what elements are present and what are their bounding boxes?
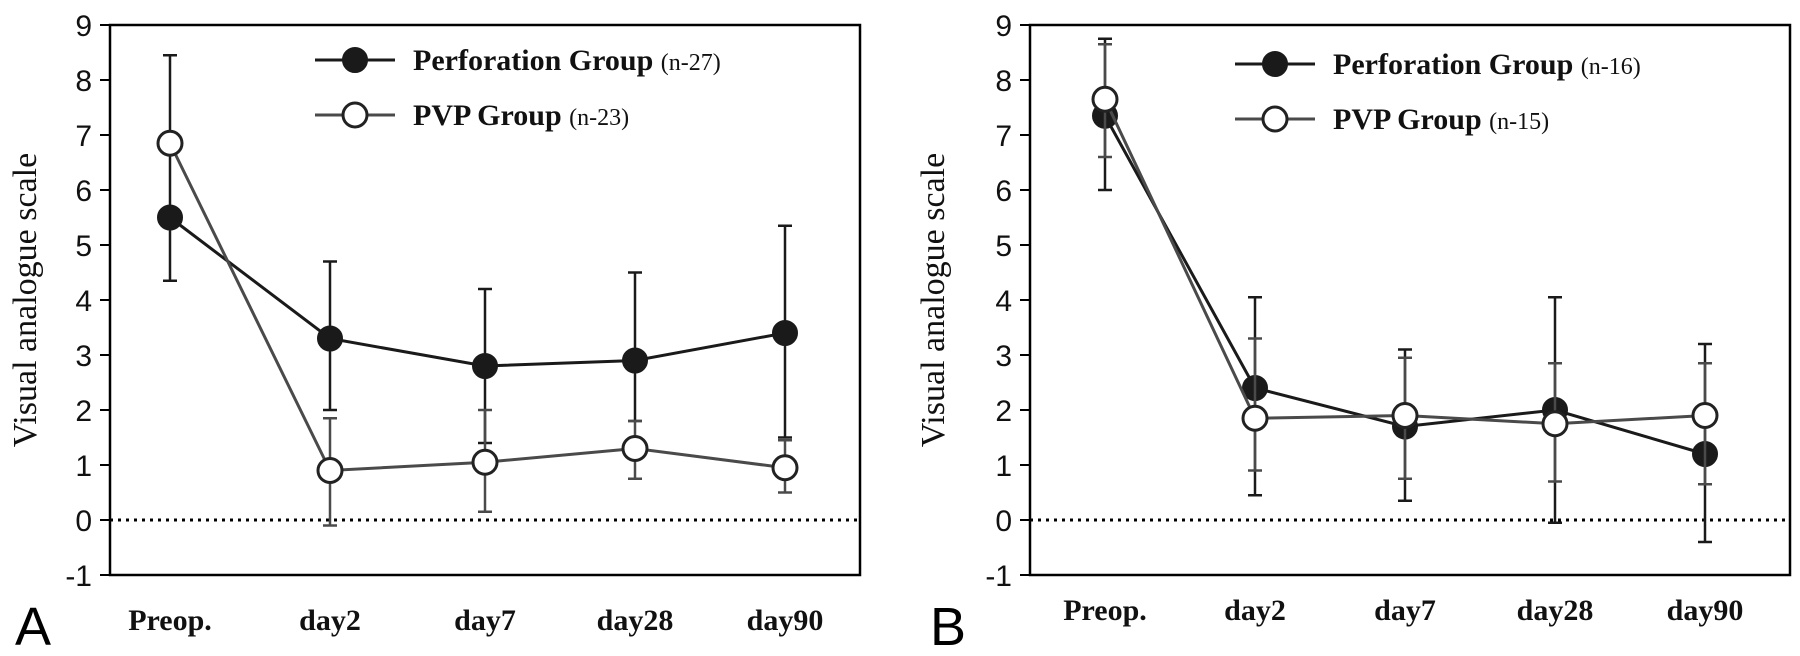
legend-marker [1262,51,1288,77]
chart-panel-a: -1 0 1 2 3 4 5 6 7 8 9 Visual analogue scale Preop. d… [7,10,862,656]
data-point [1091,85,1119,113]
series-pvp-group [1091,43,1719,486]
y-tick-label: 1 [995,450,1012,483]
y-tick-label: 4 [995,285,1012,318]
y-tick-label: 5 [995,230,1012,263]
y-tick-label: 4 [75,285,92,318]
data-point [316,457,344,484]
data-point [771,454,799,482]
x-tick-label: day90 [1667,594,1744,627]
panel-label: A [15,597,51,656]
y-tick-label: 6 [75,175,92,208]
legend-series-name: PVP Group [1333,103,1489,136]
y-tick-label: -1 [65,560,92,593]
legend-series-n: (n-27) [661,50,721,76]
series-line [169,216,786,368]
y-tick-label: 2 [995,395,1012,428]
series-line [168,142,786,473]
legend-marker [341,101,369,129]
data-point [317,325,343,352]
x-tick-label: day2 [1224,594,1286,627]
y-tick-label: 1 [75,450,92,483]
x-tick-label: day28 [597,604,674,637]
y-axis-label: Visual analogue scale [915,153,952,447]
legend-series-name: Perforation Group [1333,48,1581,81]
legend-marker [342,47,368,73]
data-point [157,204,183,231]
data-point [1241,404,1269,432]
y-tick-label: 7 [995,120,1012,153]
legend-label: PVP Group (n-15) [1333,103,1549,136]
x-tick-label: day2 [299,604,361,637]
y-tick-label: 8 [75,65,92,98]
x-tick-label: day90 [747,604,824,637]
x-tick-label: day7 [1374,594,1436,627]
chart-panel-b: -1 0 1 2 3 4 5 6 7 8 9 Visual analogue scale Preop. d… [915,10,1792,656]
y-tick-label: 8 [995,65,1012,98]
x-tick-label: Preop. [1063,594,1147,627]
legend-series-name: PVP Group [413,99,569,132]
legend-series-n: (n-15) [1489,109,1549,135]
y-tick-label: 5 [75,230,92,263]
data-point [1691,402,1719,429]
legend-marker [1261,105,1289,133]
y-tick-label: 6 [995,175,1012,208]
data-point [471,448,499,476]
y-tick-label: 9 [75,10,92,43]
y-tick-label: 3 [995,340,1012,373]
y-tick-label: 0 [995,505,1012,538]
data-point [1541,410,1569,438]
data-point [156,129,184,157]
legend-label: Perforation Group (n-16) [1333,48,1641,81]
data-point [472,353,498,379]
y-tick-label: 9 [995,10,1012,43]
x-tick-label: Preop. [128,604,212,637]
data-point [772,320,798,346]
data-point [1391,402,1419,429]
x-tick-label: day28 [1517,594,1594,627]
y-tick-label: 0 [75,505,92,538]
panel-label: B [930,597,966,656]
legend-label: Perforation Group (n-27) [413,44,721,77]
y-tick-label: 2 [75,395,92,428]
legend-label: PVP Group (n-23) [413,99,629,132]
y-tick-label: -1 [985,560,1012,593]
legend-series-name: Perforation Group [413,44,661,77]
data-point [622,347,648,374]
series-pvp-group [156,129,799,527]
y-tick-label: 7 [75,120,92,153]
legend-series-n: (n-16) [1581,54,1641,80]
legend-series-n: (n-23) [569,105,629,131]
y-tick-label: 3 [75,340,92,373]
x-tick-label: day7 [454,604,516,637]
y-axis-label: Visual analogue scale [7,153,44,447]
data-point [621,435,649,462]
